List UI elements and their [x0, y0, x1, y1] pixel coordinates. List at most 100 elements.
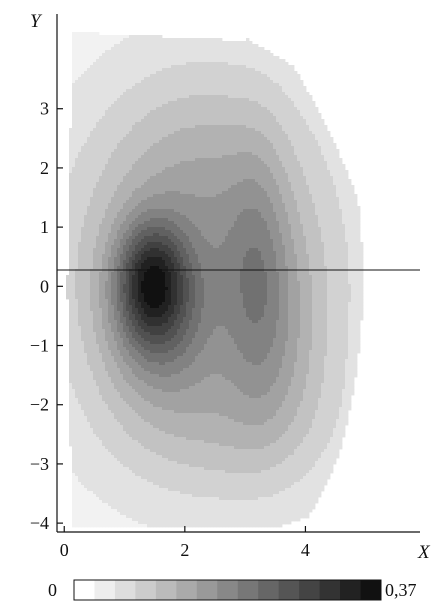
density-cell: [273, 170, 277, 174]
density-cell: [117, 209, 121, 213]
density-cell: [258, 143, 262, 147]
density-cell: [237, 173, 241, 177]
density-cell: [270, 68, 274, 72]
density-cell: [123, 62, 127, 66]
density-cell: [267, 182, 271, 186]
density-cell: [300, 188, 304, 192]
density-cell: [162, 59, 166, 63]
density-cell: [171, 59, 175, 63]
density-cell: [264, 125, 268, 129]
density-cell: [162, 77, 166, 81]
density-cell: [255, 47, 259, 51]
density-cell: [318, 122, 322, 126]
density-cell: [132, 44, 136, 48]
density-cell: [207, 173, 211, 177]
density-cell: [276, 158, 280, 162]
density-cell: [135, 89, 139, 93]
density-cell: [177, 185, 181, 189]
density-cell: [219, 143, 223, 147]
density-cell: [276, 74, 280, 78]
density-cell: [261, 74, 265, 78]
density-cell: [261, 182, 265, 186]
density-cell: [132, 77, 136, 81]
density-cell: [342, 173, 346, 177]
density-cell: [87, 44, 91, 48]
density-cell: [123, 110, 127, 114]
density-cell: [252, 116, 256, 120]
density-cell: [219, 185, 223, 189]
density-cell: [291, 179, 295, 183]
density-cell: [231, 161, 235, 165]
density-cell: [72, 182, 76, 186]
density-cell: [318, 200, 322, 204]
density-cell: [174, 212, 178, 216]
density-cell: [105, 203, 109, 207]
density-cell: [189, 200, 193, 204]
density-cell: [126, 191, 130, 195]
density-cell: [123, 164, 127, 168]
density-cell: [222, 161, 226, 165]
density-cell: [204, 185, 208, 189]
density-cell: [240, 197, 244, 201]
density-cell: [261, 59, 265, 63]
density-cell: [117, 74, 121, 78]
density-cell: [225, 182, 229, 186]
density-cell: [273, 161, 277, 165]
density-cell: [120, 77, 124, 81]
density-cell: [186, 92, 190, 96]
density-cell: [138, 155, 142, 159]
density-cell: [174, 50, 178, 54]
density-cell: [165, 107, 169, 111]
density-cell: [303, 104, 307, 108]
density-cell: [72, 203, 76, 207]
density-cell: [300, 176, 304, 180]
density-cell: [225, 71, 229, 75]
density-cell: [225, 161, 229, 165]
density-cell: [324, 197, 328, 201]
density-cell: [174, 110, 178, 114]
density-cell: [174, 80, 178, 84]
density-cell: [306, 92, 310, 96]
density-cell: [294, 146, 298, 150]
density-cell: [282, 113, 286, 117]
density-cell: [318, 182, 322, 186]
density-cell: [330, 209, 334, 213]
density-cell: [324, 143, 328, 147]
density-cell: [297, 173, 301, 177]
density-cell: [243, 56, 247, 60]
density-cell: [264, 185, 268, 189]
density-cell: [168, 125, 172, 129]
density-cell: [297, 83, 301, 87]
density-cell: [165, 191, 169, 195]
density-cell: [288, 95, 292, 99]
density-cell: [342, 176, 346, 180]
density-cell: [129, 80, 133, 84]
density-cell: [228, 134, 232, 138]
density-cell: [258, 203, 262, 207]
density-cell: [129, 200, 133, 204]
density-cell: [141, 101, 145, 105]
density-cell: [315, 125, 319, 129]
density-cell: [129, 86, 133, 90]
density-cell: [288, 74, 292, 78]
density-cell: [309, 113, 313, 117]
density-cell: [93, 98, 97, 102]
density-cell: [315, 203, 319, 207]
density-cell: [186, 59, 190, 63]
density-cell: [111, 203, 115, 207]
density-cell: [273, 176, 277, 180]
density-cell: [195, 107, 199, 111]
density-cell: [105, 65, 109, 69]
density-cell: [234, 65, 238, 69]
density-cell: [210, 110, 214, 114]
density-cell: [330, 206, 334, 210]
density-cell: [138, 50, 142, 54]
density-cell: [93, 152, 97, 156]
density-cell: [231, 149, 235, 153]
density-cell: [177, 203, 181, 207]
density-cell: [207, 74, 211, 78]
density-cell: [264, 149, 268, 153]
density-cell: [162, 152, 166, 156]
density-cell: [111, 95, 115, 99]
